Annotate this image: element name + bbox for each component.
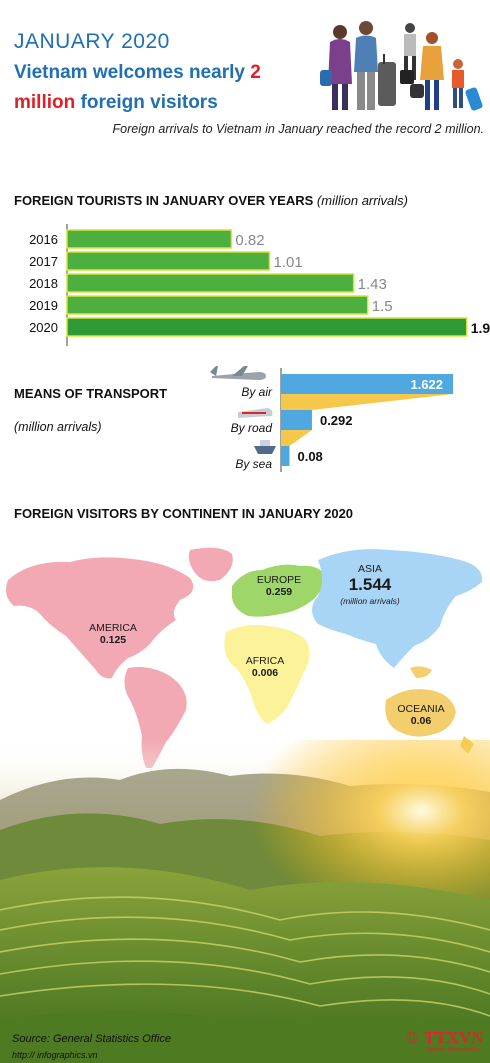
asia-shape: [312, 549, 483, 668]
year-value-label: 0.82: [235, 232, 264, 249]
logo-text: TTXVN: [424, 1028, 484, 1047]
north-america-shape: [6, 557, 194, 679]
tourists-bar-chart: 2016 0.82 2017 1.01 2018 1.43 2019 1.5 2020 1.994: [29, 224, 490, 346]
subtitle: Foreign arrivals to Vietnam in January r…: [112, 122, 484, 136]
terrace-lines: [0, 896, 490, 1017]
copyright-symbol: ©: [406, 1030, 418, 1047]
year-value-label: 1.5: [372, 298, 393, 315]
oceania-name: OCEANIA: [397, 703, 445, 715]
africa-value: 0.006: [251, 667, 279, 679]
world-map: [6, 547, 483, 768]
america-value: 0.125: [99, 634, 127, 646]
year-label: 2020: [29, 320, 58, 335]
title-line-1: Vietnam welcomes nearly 2: [14, 62, 261, 84]
america-label: AMERICA 0.125: [78, 622, 148, 646]
tourists-section-title: FOREIGN TOURISTS IN JANUARY OVER YEARS (…: [14, 193, 408, 208]
africa-label: AFRICA 0.006: [230, 655, 300, 679]
oceania-label: OCEANIA 0.06: [386, 703, 456, 727]
transport-label: By sea: [235, 457, 272, 471]
year-label: 2017: [29, 254, 58, 269]
transport-wedge-1: [281, 394, 454, 410]
logo-subtext: Vietnam News Agency: [426, 1047, 481, 1053]
rice-terrace-landscape: [0, 740, 490, 1063]
year-value-label: 1.01: [273, 254, 302, 271]
greenland-shape: [188, 547, 233, 582]
airplane-icon: [210, 366, 266, 380]
transport-value-label: 0.08: [297, 449, 322, 464]
transport-value-label: 1.622: [410, 377, 443, 392]
africa-name: AFRICA: [245, 655, 285, 667]
transport-bar: [281, 410, 312, 430]
ship-icon: [254, 440, 276, 454]
tourists-title-text: FOREIGN TOURISTS IN JANUARY OVER YEARS: [14, 193, 314, 208]
africa-shape: [224, 624, 310, 724]
train-icon: [238, 408, 273, 418]
tourists-unit-text: (million arrivals): [316, 193, 408, 208]
travellers-illustration: [320, 21, 483, 111]
year-label: 2016: [29, 232, 58, 247]
asia-name: ASIA: [358, 563, 382, 575]
america-name: AMERICA: [89, 622, 137, 634]
transport-unit-text: (million arrivals): [14, 420, 102, 434]
year-label: 2019: [29, 298, 58, 313]
year-bar: [66, 273, 355, 293]
title-text-3: foreign visitors: [75, 92, 218, 113]
transport-label: By road: [231, 421, 273, 435]
islands-shape: [410, 666, 432, 678]
asia-unit: (million arrivals): [340, 596, 400, 606]
europe-name: EUROPE: [256, 574, 302, 586]
title-text-1: Vietnam welcomes nearly: [14, 62, 251, 83]
title-line-2: million foreign visitors: [14, 92, 218, 114]
year-value-label: 1.994: [471, 320, 490, 336]
source-note: Source: General Statistics Office: [12, 1033, 171, 1045]
ttxvn-logo: © TTXVN Vietnam News Agency: [406, 1028, 486, 1058]
year-bar: [66, 317, 468, 337]
transport-bar: [281, 446, 290, 466]
europe-label: EUROPE 0.259: [244, 574, 314, 598]
transport-value-label: 0.292: [320, 413, 353, 428]
transport-bar-chart: By air 1.622 By road 0.292 By sea 0.08: [210, 366, 454, 472]
transport-wedge-2: [281, 430, 312, 446]
year-bar: [66, 251, 271, 271]
year-label: 2018: [29, 276, 58, 291]
transport-bar: [281, 374, 454, 394]
transport-label: By air: [241, 385, 273, 399]
year-bar: [66, 229, 233, 249]
europe-shape: [232, 564, 326, 617]
asia-label: ASIA 1.544 (million arrivals): [320, 563, 420, 607]
asia-value: 1.544: [348, 575, 392, 594]
foreground-grass-shape: [0, 1011, 490, 1063]
header-date: JANUARY 2020: [14, 30, 170, 53]
year-bar: [66, 295, 369, 315]
oceania-value: 0.06: [410, 715, 432, 727]
title-text-2: million: [14, 92, 76, 113]
continent-section-title: FOREIGN VISITORS BY CONTINENT IN JANUARY…: [14, 506, 354, 521]
south-america-shape: [124, 667, 187, 768]
transport-section-title: MEANS OF TRANSPORT: [14, 386, 168, 401]
europe-value: 0.259: [265, 586, 293, 598]
year-value-label: 1.43: [358, 276, 387, 293]
oceania-shape: [385, 689, 456, 737]
title-number: 2: [250, 62, 261, 83]
website-link[interactable]: http:// infographics.vn: [12, 1050, 98, 1060]
